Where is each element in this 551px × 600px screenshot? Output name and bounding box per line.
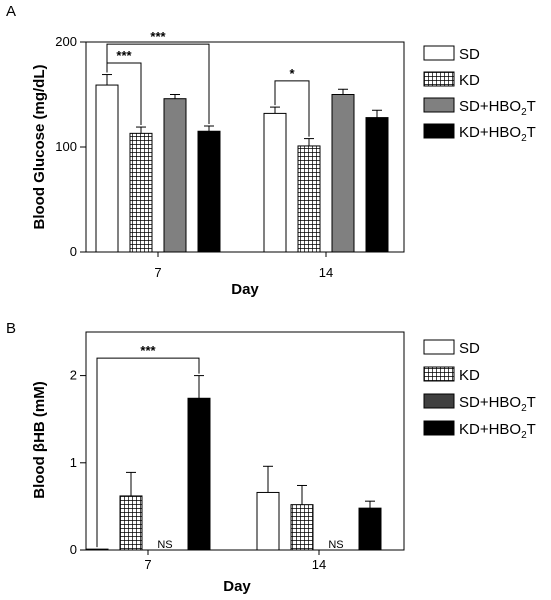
bar <box>331 94 355 253</box>
legend-swatch <box>423 339 455 355</box>
y-tick-label: 0 <box>70 244 77 259</box>
x-axis-title-a: Day <box>231 281 259 298</box>
bar <box>290 504 314 551</box>
bar <box>263 112 287 253</box>
y-tick-label: 100 <box>55 139 77 154</box>
x-tick-label: 14 <box>312 557 326 572</box>
significance-a: ******* <box>106 29 310 137</box>
significance-bracket <box>96 357 200 548</box>
legend-swatch <box>423 71 455 87</box>
legend-label: SD <box>459 340 480 357</box>
significance-label: *** <box>140 343 156 358</box>
significance-label: *** <box>150 29 166 44</box>
bar <box>129 132 153 253</box>
significance-label: *** <box>116 48 132 63</box>
significance-bracket <box>106 43 210 124</box>
bars-a <box>95 74 389 253</box>
y-axis-title-b: Blood βHB (mM) <box>31 381 48 498</box>
x-ticks-b: 7 14 <box>144 550 326 572</box>
significance-b: *** <box>96 343 200 548</box>
significance-label: * <box>289 66 295 81</box>
legend-swatch <box>423 366 455 382</box>
y-axis-title-a: Blood Glucose (mg/dL) <box>31 65 48 230</box>
bar <box>197 130 221 253</box>
value-label: NS <box>157 539 172 551</box>
legend-swatch <box>423 123 455 139</box>
legend-label: KD+HBO2T <box>459 421 536 441</box>
y-tick-label: 1 <box>70 455 77 470</box>
bar <box>95 84 119 253</box>
y-ticks-a: 0 100 200 <box>55 34 86 259</box>
bar <box>358 507 382 551</box>
bar <box>365 117 389 253</box>
legend-label: KD <box>459 72 480 89</box>
x-tick-label: 7 <box>154 265 161 280</box>
legend-label: SD+HBO2T <box>459 98 536 118</box>
legend-b: SD KD SD+HBO2T KD+HBO2T <box>423 339 536 441</box>
panel-letter-b: B <box>6 320 16 337</box>
legend-a: SD KD SD+HBO2T KD+HBO2T <box>423 45 536 144</box>
y-tick-label: 200 <box>55 34 77 49</box>
bar <box>85 548 109 551</box>
bar <box>163 98 187 253</box>
bar <box>119 495 143 551</box>
panel-b: B Blood βHB (mM) Day 0 1 2 7 14 NS NS *** SD… <box>6 320 536 595</box>
legend-label: SD+HBO2T <box>459 394 536 414</box>
bar <box>297 145 321 253</box>
bar <box>187 397 211 551</box>
significance-bracket <box>274 80 310 137</box>
value-label: NS <box>328 539 343 551</box>
legend-label: KD <box>459 367 480 384</box>
bar <box>256 491 280 551</box>
x-tick-label: 14 <box>319 265 333 280</box>
legend-swatch <box>423 393 455 409</box>
legend-label: KD+HBO2T <box>459 124 536 144</box>
x-ticks-a: 7 14 <box>154 252 333 280</box>
bars-b: NS NS <box>85 375 382 551</box>
plot-frame-b <box>85 331 405 551</box>
legend-swatch <box>423 45 455 61</box>
y-ticks-b: 0 1 2 <box>70 368 86 557</box>
y-tick-label: 0 <box>70 542 77 557</box>
x-tick-label: 7 <box>144 557 151 572</box>
x-axis-title-b: Day <box>223 578 251 595</box>
legend-label: SD <box>459 46 480 63</box>
y-tick-label: 2 <box>70 368 77 383</box>
legend-swatch <box>423 420 455 436</box>
legend-swatch <box>423 97 455 113</box>
panel-letter-a: A <box>6 3 16 20</box>
